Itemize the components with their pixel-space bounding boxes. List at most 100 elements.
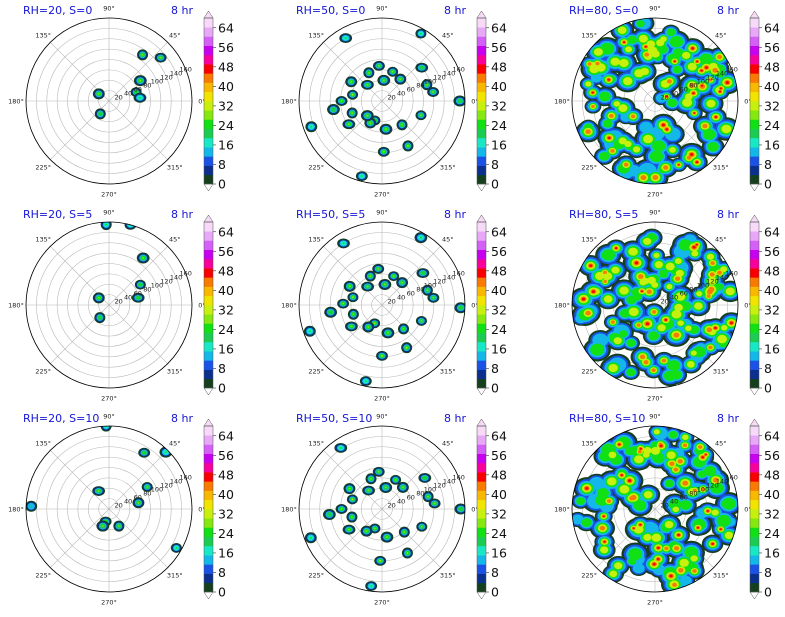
data-point bbox=[677, 163, 680, 166]
colorbar-segment bbox=[204, 268, 213, 278]
data-point bbox=[685, 325, 692, 332]
data-point bbox=[643, 134, 654, 144]
data-point bbox=[347, 123, 350, 125]
colorbar-segment bbox=[750, 110, 759, 120]
radial-tick-label: 120 bbox=[706, 278, 718, 286]
radial-tick-label: 80 bbox=[416, 490, 424, 498]
colorbar-segment bbox=[477, 45, 486, 56]
data-point bbox=[406, 552, 409, 554]
angle-tick-label: 270° bbox=[374, 191, 390, 199]
data-point bbox=[609, 570, 618, 578]
colorbar-segment bbox=[204, 147, 213, 157]
radial-tick-label: 120 bbox=[706, 482, 718, 490]
colorbar-tick-label: 40 bbox=[218, 79, 234, 94]
data-point bbox=[656, 557, 660, 561]
data-point bbox=[638, 34, 648, 43]
data-point bbox=[696, 526, 700, 529]
angular-gridline bbox=[323, 246, 383, 306]
colorbar-tick-label: 40 bbox=[491, 487, 507, 502]
colorbar-segment bbox=[750, 231, 759, 241]
colorbar-segment bbox=[477, 481, 486, 491]
radial-tick-label: 80 bbox=[416, 286, 424, 294]
radial-tick-label: 160 bbox=[725, 474, 737, 482]
radial-tick-label: 40 bbox=[397, 498, 405, 506]
colorbar-segment bbox=[477, 462, 486, 473]
colorbar-extend-max bbox=[749, 214, 760, 223]
colorbar-segment bbox=[204, 490, 213, 501]
radial-tick-label: 80 bbox=[689, 286, 697, 294]
angle-tick-label: 180° bbox=[8, 98, 24, 106]
data-point bbox=[340, 508, 343, 510]
angle-tick-label: 0° bbox=[471, 98, 478, 106]
angle-tick-label: 135° bbox=[581, 32, 597, 40]
radial-tick-label: 100 bbox=[424, 282, 436, 290]
colorbar-segment bbox=[477, 341, 486, 352]
polar-frame bbox=[25, 17, 193, 185]
panel-time-label: 8 hr bbox=[444, 412, 466, 425]
data-point bbox=[602, 515, 605, 518]
data-point bbox=[653, 429, 660, 435]
colorbar-tick-label: 48 bbox=[218, 263, 234, 278]
colorbar-segment bbox=[477, 369, 486, 380]
angle-tick-label: 135° bbox=[581, 236, 597, 244]
colorbar-segment bbox=[750, 305, 759, 315]
data-point bbox=[713, 477, 719, 483]
angle-tick-label: 315° bbox=[167, 571, 183, 579]
radial-tick-label: 80 bbox=[143, 286, 151, 294]
radial-tick-label: 160 bbox=[452, 474, 464, 482]
data-point bbox=[364, 380, 367, 382]
colorbar-segment bbox=[750, 564, 759, 574]
data-field bbox=[304, 442, 465, 592]
data-point bbox=[691, 555, 698, 561]
radial-tick-label: 20 bbox=[387, 94, 395, 102]
colorbar-tick-label: 64 bbox=[764, 20, 780, 35]
radial-tick-label: 100 bbox=[697, 486, 709, 494]
data-point bbox=[673, 60, 676, 63]
colorbar-segment bbox=[204, 64, 213, 74]
colorbar-tick-label: 24 bbox=[764, 118, 780, 133]
angle-tick-label: 0° bbox=[744, 302, 751, 310]
panel-title: RH=20, S=10 bbox=[23, 412, 100, 425]
angle-tick-label: 45° bbox=[442, 32, 454, 40]
data-point bbox=[629, 496, 635, 501]
data-point bbox=[139, 79, 142, 82]
angular-gridline bbox=[381, 42, 441, 102]
data-point bbox=[619, 59, 629, 68]
angle-tick-label: 225° bbox=[35, 571, 51, 579]
data-point bbox=[696, 60, 699, 63]
colorbar-segment bbox=[750, 268, 759, 278]
colorbar-extend-max bbox=[749, 418, 760, 427]
data-point bbox=[708, 345, 713, 350]
panel-time-label: 8 hr bbox=[444, 4, 466, 17]
data-point bbox=[709, 272, 715, 277]
data-point bbox=[692, 488, 697, 493]
colorbar-segment bbox=[204, 222, 213, 232]
colorbar-segment bbox=[204, 156, 213, 166]
data-point bbox=[599, 91, 611, 102]
data-point bbox=[351, 516, 353, 518]
colorbar-segment bbox=[477, 277, 486, 287]
data-point bbox=[664, 318, 668, 321]
colorbar-segment bbox=[477, 472, 486, 482]
data-point bbox=[626, 339, 636, 347]
data-field bbox=[303, 232, 465, 387]
data-point bbox=[702, 123, 708, 129]
data-point bbox=[610, 149, 615, 153]
data-point bbox=[686, 155, 692, 160]
colorbar-tick-label: 0 bbox=[491, 381, 499, 396]
data-point bbox=[383, 283, 386, 286]
data-point bbox=[648, 331, 660, 341]
polar-frame bbox=[298, 425, 466, 593]
radial-tick-label: 100 bbox=[151, 486, 163, 494]
colorbar-segment bbox=[204, 351, 213, 361]
angle-tick-label: 225° bbox=[581, 571, 597, 579]
data-point bbox=[706, 509, 709, 513]
data-point bbox=[704, 453, 707, 456]
data-point bbox=[348, 487, 351, 490]
panel-title: RH=80, S=10 bbox=[569, 412, 646, 425]
data-point bbox=[401, 281, 404, 284]
colorbar-tick-label: 0 bbox=[491, 177, 499, 192]
colorbar-segment bbox=[750, 249, 759, 260]
data-point bbox=[625, 447, 635, 456]
